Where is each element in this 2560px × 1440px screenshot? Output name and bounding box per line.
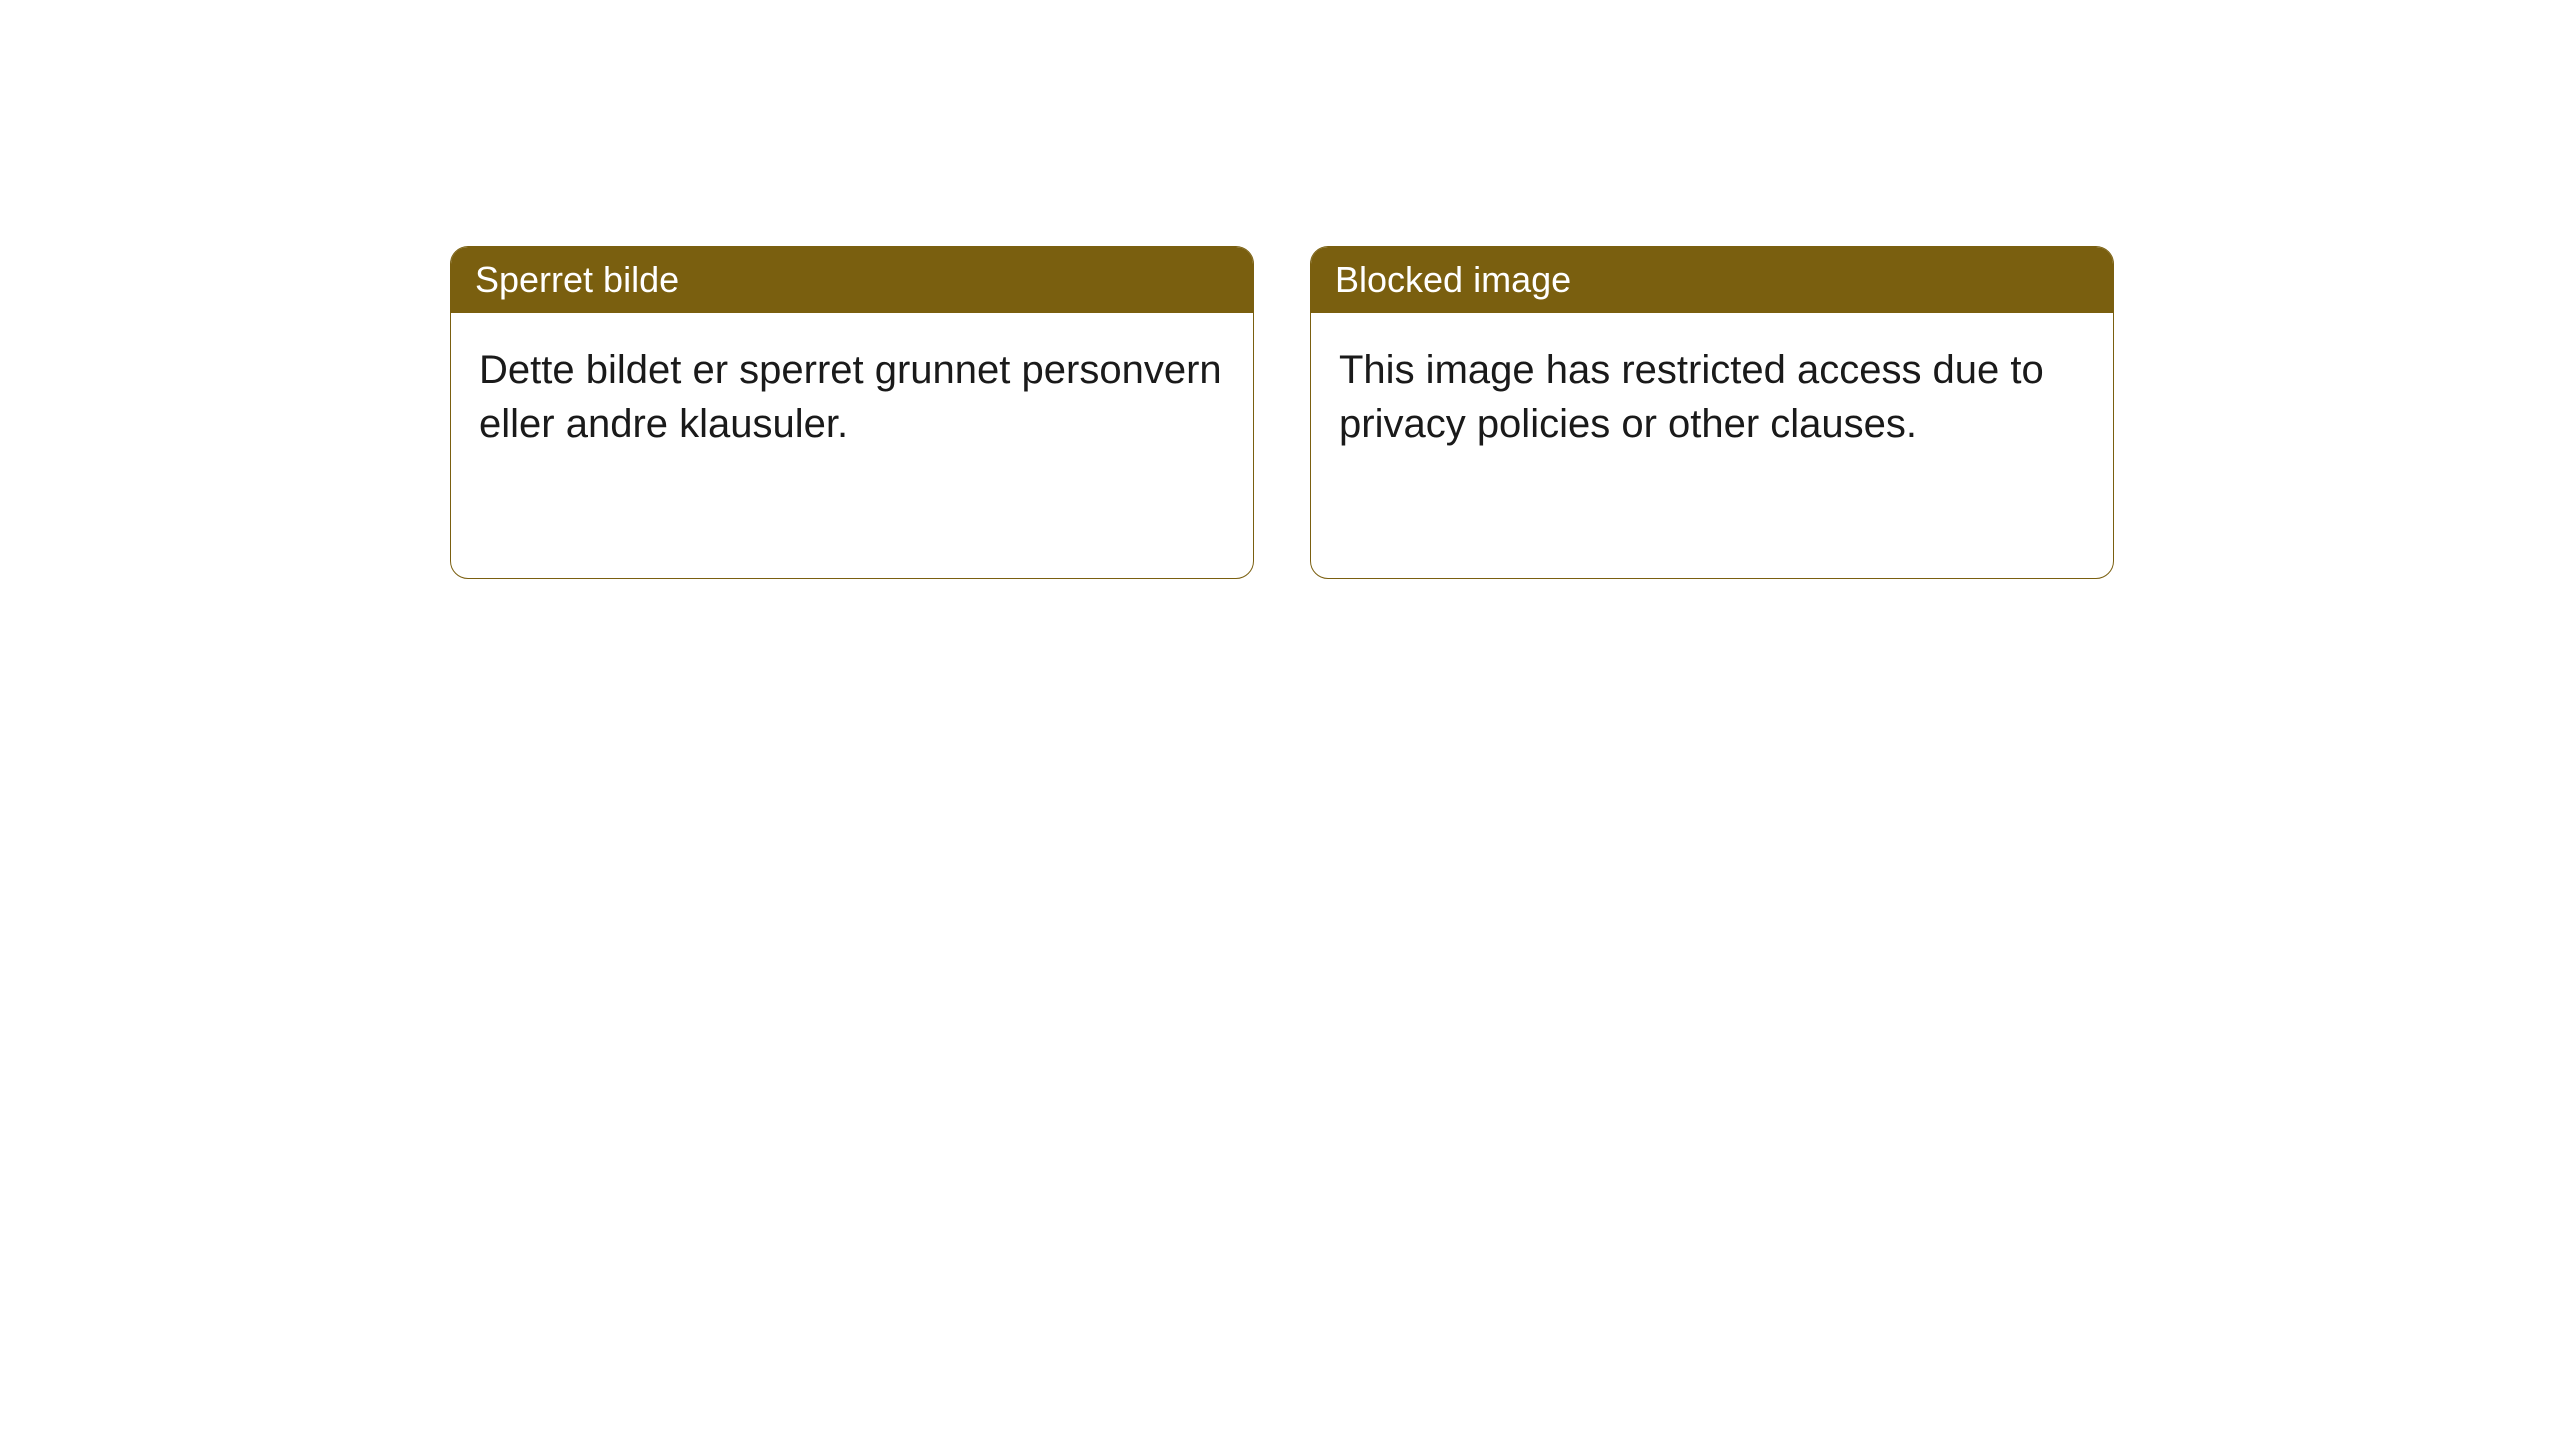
notice-container: Sperret bilde Dette bildet er sperret gr… [450,246,2114,579]
notice-header: Blocked image [1311,247,2113,313]
notice-text: This image has restricted access due to … [1339,348,2044,446]
notice-text: Dette bildet er sperret grunnet personve… [479,348,1222,446]
notice-body: This image has restricted access due to … [1311,313,2113,578]
notice-header: Sperret bilde [451,247,1253,313]
notice-title: Blocked image [1335,259,1571,300]
notice-title: Sperret bilde [475,259,679,300]
notice-body: Dette bildet er sperret grunnet personve… [451,313,1253,578]
notice-card-norwegian: Sperret bilde Dette bildet er sperret gr… [450,246,1254,579]
notice-card-english: Blocked image This image has restricted … [1310,246,2114,579]
